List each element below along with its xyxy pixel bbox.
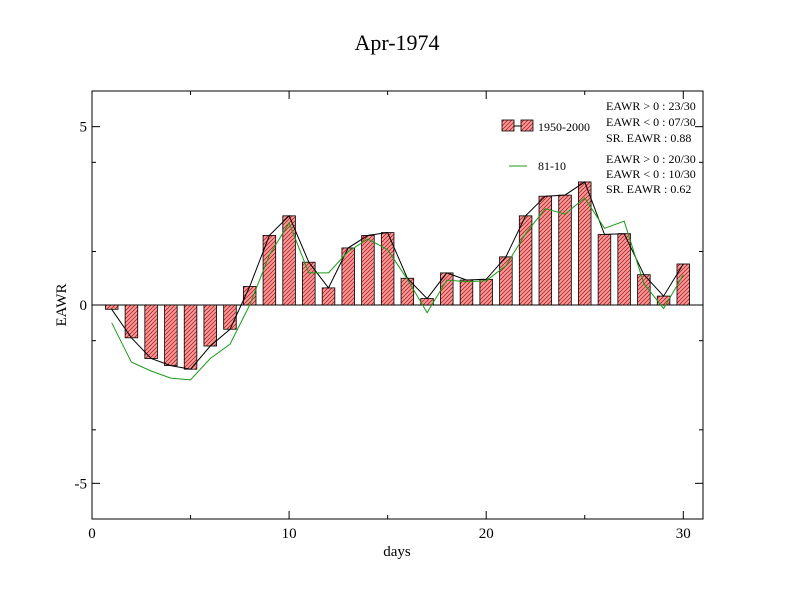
- bar: [124, 304, 139, 339]
- y-tick-label: 0: [80, 298, 88, 314]
- stat-sr-81-10: SR. EAWR : 0.62: [606, 182, 691, 196]
- legend-label-81-10: 81-10: [538, 159, 566, 173]
- legend-item-1950-2000: 1950-2000: [501, 119, 590, 134]
- legend-label-1950-2000: 1950-2000: [538, 120, 590, 134]
- bar: [558, 194, 572, 306]
- stat-negative-1950-2000: EAWR < 0 : 07/30: [606, 115, 696, 129]
- bar: [361, 235, 375, 306]
- bar: [321, 287, 336, 306]
- legend: 1950-2000 81-10: [501, 119, 590, 173]
- y-tick-label: 5: [80, 120, 88, 136]
- bar: [183, 304, 198, 370]
- legend-swatch-bar-left: [501, 119, 515, 132]
- bar: [440, 272, 454, 306]
- bar: [538, 195, 553, 306]
- y-tick-label: -5: [75, 476, 88, 492]
- x-axis: 0 10 20 30: [88, 91, 691, 542]
- bar: [282, 215, 296, 306]
- y-axis-label: EAWR: [54, 284, 70, 327]
- chart-title: Apr-1974: [354, 30, 439, 55]
- stat-positive-81-10: EAWR > 0 : 20/30: [606, 152, 696, 166]
- x-tick-label: 30: [676, 526, 691, 542]
- bar: [518, 215, 533, 306]
- stats-1950-2000: EAWR > 0 : 23/30 EAWR < 0 : 07/30 SR. EA…: [606, 99, 696, 145]
- legend-item-81-10: 81-10: [509, 159, 566, 173]
- stat-positive-1950-2000: EAWR > 0 : 23/30: [606, 99, 696, 113]
- bar: [499, 256, 513, 306]
- x-tick-label: 20: [479, 526, 494, 542]
- bar: [459, 279, 474, 306]
- bar: [105, 304, 119, 310]
- x-tick-label: 0: [88, 526, 96, 542]
- bar: [597, 233, 612, 306]
- x-tick-label: 10: [282, 526, 297, 542]
- bar: [144, 304, 158, 359]
- bar: [164, 304, 178, 367]
- line-series-81-10: [111, 197, 684, 381]
- legend-swatch-bar-right: [520, 119, 534, 132]
- bar: [578, 181, 592, 306]
- stat-sr-1950-2000: SR. EAWR : 0.88: [606, 131, 691, 145]
- stat-negative-81-10: EAWR < 0 : 10/30: [606, 167, 696, 181]
- stats-81-10: EAWR > 0 : 20/30 EAWR < 0 : 10/30 SR. EA…: [606, 152, 696, 196]
- bar: [420, 298, 434, 306]
- x-axis-label: days: [383, 544, 411, 560]
- bar: [676, 263, 690, 306]
- bar-series-1950-2000: [105, 181, 690, 370]
- bar: [617, 233, 631, 306]
- line-series-1950-2000: [111, 181, 684, 370]
- bar: [203, 304, 217, 347]
- bar: [479, 278, 493, 306]
- bar: [223, 304, 237, 330]
